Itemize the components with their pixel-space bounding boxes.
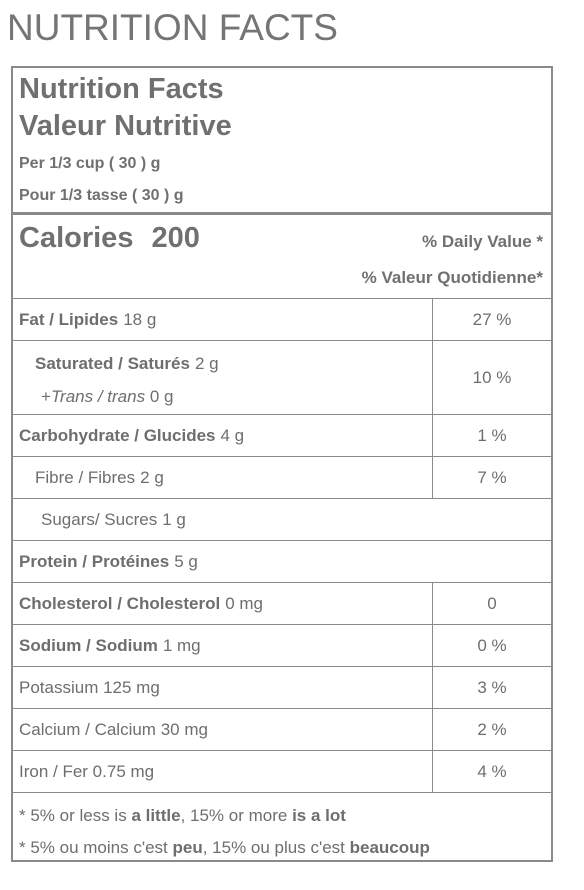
nutrient-amount: 1 g [162,509,186,529]
label-title-fr: Valeur Nutritive [19,110,232,142]
daily-value-header-en: % Daily Value * [422,232,543,251]
nutrient-name: Fat / Lipides 18 g [19,299,156,340]
nutrient-label: Fat / Lipides [19,309,119,329]
saturated-line: Saturated / Saturés 2 g [35,354,219,374]
calories-value: 200 [151,222,200,254]
nutrient-name: Carbohydrate / Glucides 4 g [19,415,244,456]
nutrient-amount: 2 g [140,467,164,487]
nutrient-row-sugars: Sugars/ Sucres 1 g [13,498,551,540]
footnote-text: * 5% or less is [19,806,132,825]
nutrient-row-carbohydrate: Carbohydrate / Glucides 4 g 1 % [13,414,551,456]
nutrient-row-saturated-trans: Saturated / Saturés 2 g +Trans / trans 0 … [13,340,551,414]
footnote-fr: * 5% ou moins c'est peu, 15% ou plus c'e… [19,838,430,858]
nutrient-row-sodium: Sodium / Sodium 1 mg 0 % [13,624,551,666]
calories-label: Calories [19,222,134,254]
nutrient-row-potassium: Potassium 125 mg 3 % [13,666,551,708]
thick-divider [13,212,551,215]
calories-block: Calories 200 % Daily Value * % Valeur Quo… [13,216,551,298]
nutrient-name: Iron / Fer 0.75 mg [19,761,155,781]
nutrient-amount: 4 g [220,425,245,445]
nutrient-label: Cholesterol / Cholesterol [19,593,221,613]
trans-label: Trans / trans [50,387,146,406]
footnote-emphasis: beaucoup [349,838,430,857]
nutrient-amount: 1 mg [162,635,201,655]
nutrient-dv: 2 % [432,709,551,750]
label-title-en: Nutrition Facts [19,73,224,105]
nutrient-amount: 5 g [174,551,198,571]
footnote-text: * 5% ou moins c'est [19,838,173,857]
serving-size-en: Per 1/3 cup ( 30 ) g [19,155,161,172]
nutrient-dv: 1 % [432,415,551,456]
nutrient-name: Potassium 125 mg [19,677,160,697]
nutrient-row-calcium: Calcium / Calcium 30 mg 2 % [13,708,551,750]
daily-value-header-fr: % Valeur Quotidienne* [361,268,543,287]
nutrient-name: Protein / Protéines 5 g [19,541,198,582]
page-heading: NUTRITION FACTS [7,7,338,48]
nutrient-amount: 2 g [194,354,219,373]
nutrient-name: Calcium / Calcium 30 mg [19,719,208,739]
serving-size-fr: Pour 1/3 tasse ( 30 ) g [19,187,184,204]
nutrient-label: Saturated / Saturés [35,354,190,373]
footnote-en: * 5% or less is a little, 15% or more is… [19,806,346,826]
nutrient-row-cholesterol: Cholesterol / Cholesterol 0 mg 0 [13,582,551,624]
footnote-emphasis: is a lot [292,806,346,825]
nutrient-label: Protein / Protéines [19,551,170,571]
trans-prefix: + [41,387,51,406]
nutrient-label: Carbohydrate / Glucides [19,425,216,445]
trans-line: +Trans / trans 0 g [41,387,173,407]
footnote-emphasis: peu [172,838,203,857]
calories-row: Calories 200 [19,221,200,255]
nutrition-facts-label: Nutrition Facts Valeur Nutritive Per 1/3… [11,66,553,862]
nutrient-dv: 27 % [432,299,551,340]
nutrient-name: Fibre / Fibres 2 g [35,457,164,498]
nutrient-label: Sugars/ Sucres [41,509,158,529]
footnote-emphasis: a little [131,806,181,825]
nutrient-dv: 7 % [432,457,551,498]
nutrient-amount: 18 g [123,309,157,329]
label-title-block: Nutrition Facts Valeur Nutritive Per 1/3… [13,68,551,214]
nutrient-name: Sodium / Sodium 1 mg [19,625,201,666]
nutrient-row-iron: Iron / Fer 0.75 mg 4 % [13,750,551,792]
nutrient-name: Sugars/ Sucres 1 g [41,499,186,540]
footnote-text: , 15% or more [180,806,293,825]
nutrient-amount: 0 mg [225,593,263,613]
footnote-text: , 15% ou plus c'est [202,838,350,857]
nutrient-dv: 10 % [432,341,551,414]
trans-amount: 0 g [149,387,174,406]
nutrient-name: Cholesterol / Cholesterol 0 mg [19,583,263,624]
nutrient-label: Fibre / Fibres [35,467,136,487]
nutrient-dv: 0 [432,583,551,624]
nutrient-dv: 4 % [432,751,551,792]
nutrient-row-fibre: Fibre / Fibres 2 g 7 % [13,456,551,498]
nutrient-row-protein: Protein / Protéines 5 g [13,540,551,582]
nutrient-dv: 3 % [432,667,551,708]
nutrient-label: Sodium / Sodium [19,635,158,655]
footnote-divider [13,792,551,793]
nutrient-row-fat: Fat / Lipides 18 g 27 % [13,298,551,340]
nutrient-dv: 0 % [432,625,551,666]
